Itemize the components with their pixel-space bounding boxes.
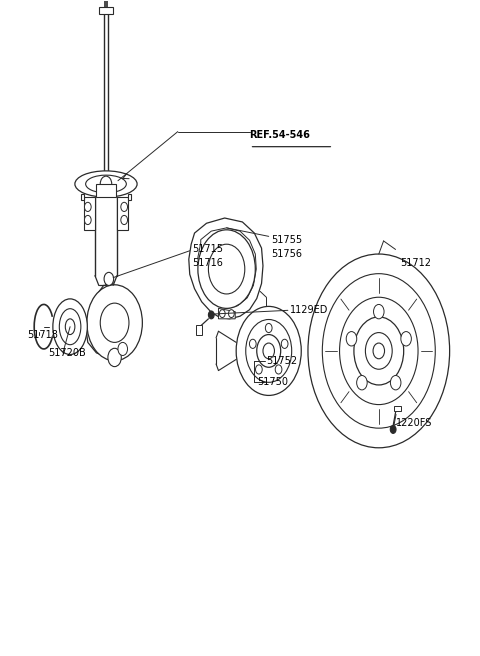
- Circle shape: [208, 311, 214, 319]
- Circle shape: [87, 285, 143, 361]
- Circle shape: [255, 365, 262, 374]
- Polygon shape: [86, 285, 140, 358]
- Circle shape: [104, 272, 114, 285]
- Circle shape: [390, 426, 396, 434]
- Text: 51756: 51756: [271, 249, 302, 259]
- Circle shape: [265, 323, 272, 333]
- Circle shape: [108, 348, 121, 367]
- Circle shape: [346, 331, 357, 346]
- Text: 1129ED: 1129ED: [290, 305, 329, 316]
- Circle shape: [236, 306, 301, 396]
- Text: 51715: 51715: [192, 245, 223, 255]
- Polygon shape: [189, 218, 263, 319]
- Circle shape: [373, 343, 384, 359]
- Polygon shape: [198, 228, 256, 308]
- Circle shape: [121, 215, 128, 224]
- Circle shape: [401, 331, 411, 346]
- Text: 51755: 51755: [271, 235, 302, 245]
- Circle shape: [100, 176, 112, 192]
- Ellipse shape: [53, 299, 87, 354]
- Text: 1220FS: 1220FS: [396, 418, 432, 428]
- Ellipse shape: [75, 171, 137, 197]
- Circle shape: [373, 304, 384, 319]
- Circle shape: [121, 202, 128, 211]
- Text: 51716: 51716: [192, 258, 223, 268]
- Circle shape: [390, 375, 401, 390]
- Circle shape: [365, 333, 392, 369]
- Circle shape: [228, 310, 234, 318]
- Bar: [196, 325, 202, 335]
- Circle shape: [219, 310, 225, 318]
- Ellipse shape: [60, 309, 81, 344]
- Ellipse shape: [85, 175, 126, 193]
- Circle shape: [281, 339, 288, 348]
- Polygon shape: [81, 194, 84, 200]
- Circle shape: [250, 339, 256, 348]
- Circle shape: [257, 335, 281, 367]
- Circle shape: [198, 230, 255, 308]
- Text: REF.54-546: REF.54-546: [250, 130, 311, 140]
- Circle shape: [246, 319, 292, 382]
- Circle shape: [100, 303, 129, 342]
- Circle shape: [208, 244, 245, 294]
- Circle shape: [354, 317, 404, 385]
- Circle shape: [357, 375, 367, 390]
- Bar: [394, 406, 401, 411]
- Text: 51720B: 51720B: [48, 348, 86, 358]
- Text: 51750: 51750: [257, 377, 288, 386]
- Text: 51752: 51752: [266, 356, 298, 366]
- Circle shape: [118, 342, 128, 356]
- Circle shape: [275, 365, 282, 374]
- Polygon shape: [218, 308, 235, 319]
- Polygon shape: [99, 7, 113, 14]
- Text: 51718: 51718: [27, 329, 58, 340]
- Circle shape: [339, 297, 418, 405]
- Circle shape: [84, 215, 91, 224]
- Polygon shape: [117, 197, 128, 230]
- Circle shape: [308, 254, 450, 448]
- Ellipse shape: [65, 319, 75, 335]
- Polygon shape: [128, 194, 131, 200]
- Polygon shape: [96, 184, 116, 197]
- Text: 51712: 51712: [400, 258, 432, 268]
- Circle shape: [84, 202, 91, 211]
- Circle shape: [323, 274, 435, 428]
- Circle shape: [263, 343, 275, 359]
- Polygon shape: [84, 197, 95, 230]
